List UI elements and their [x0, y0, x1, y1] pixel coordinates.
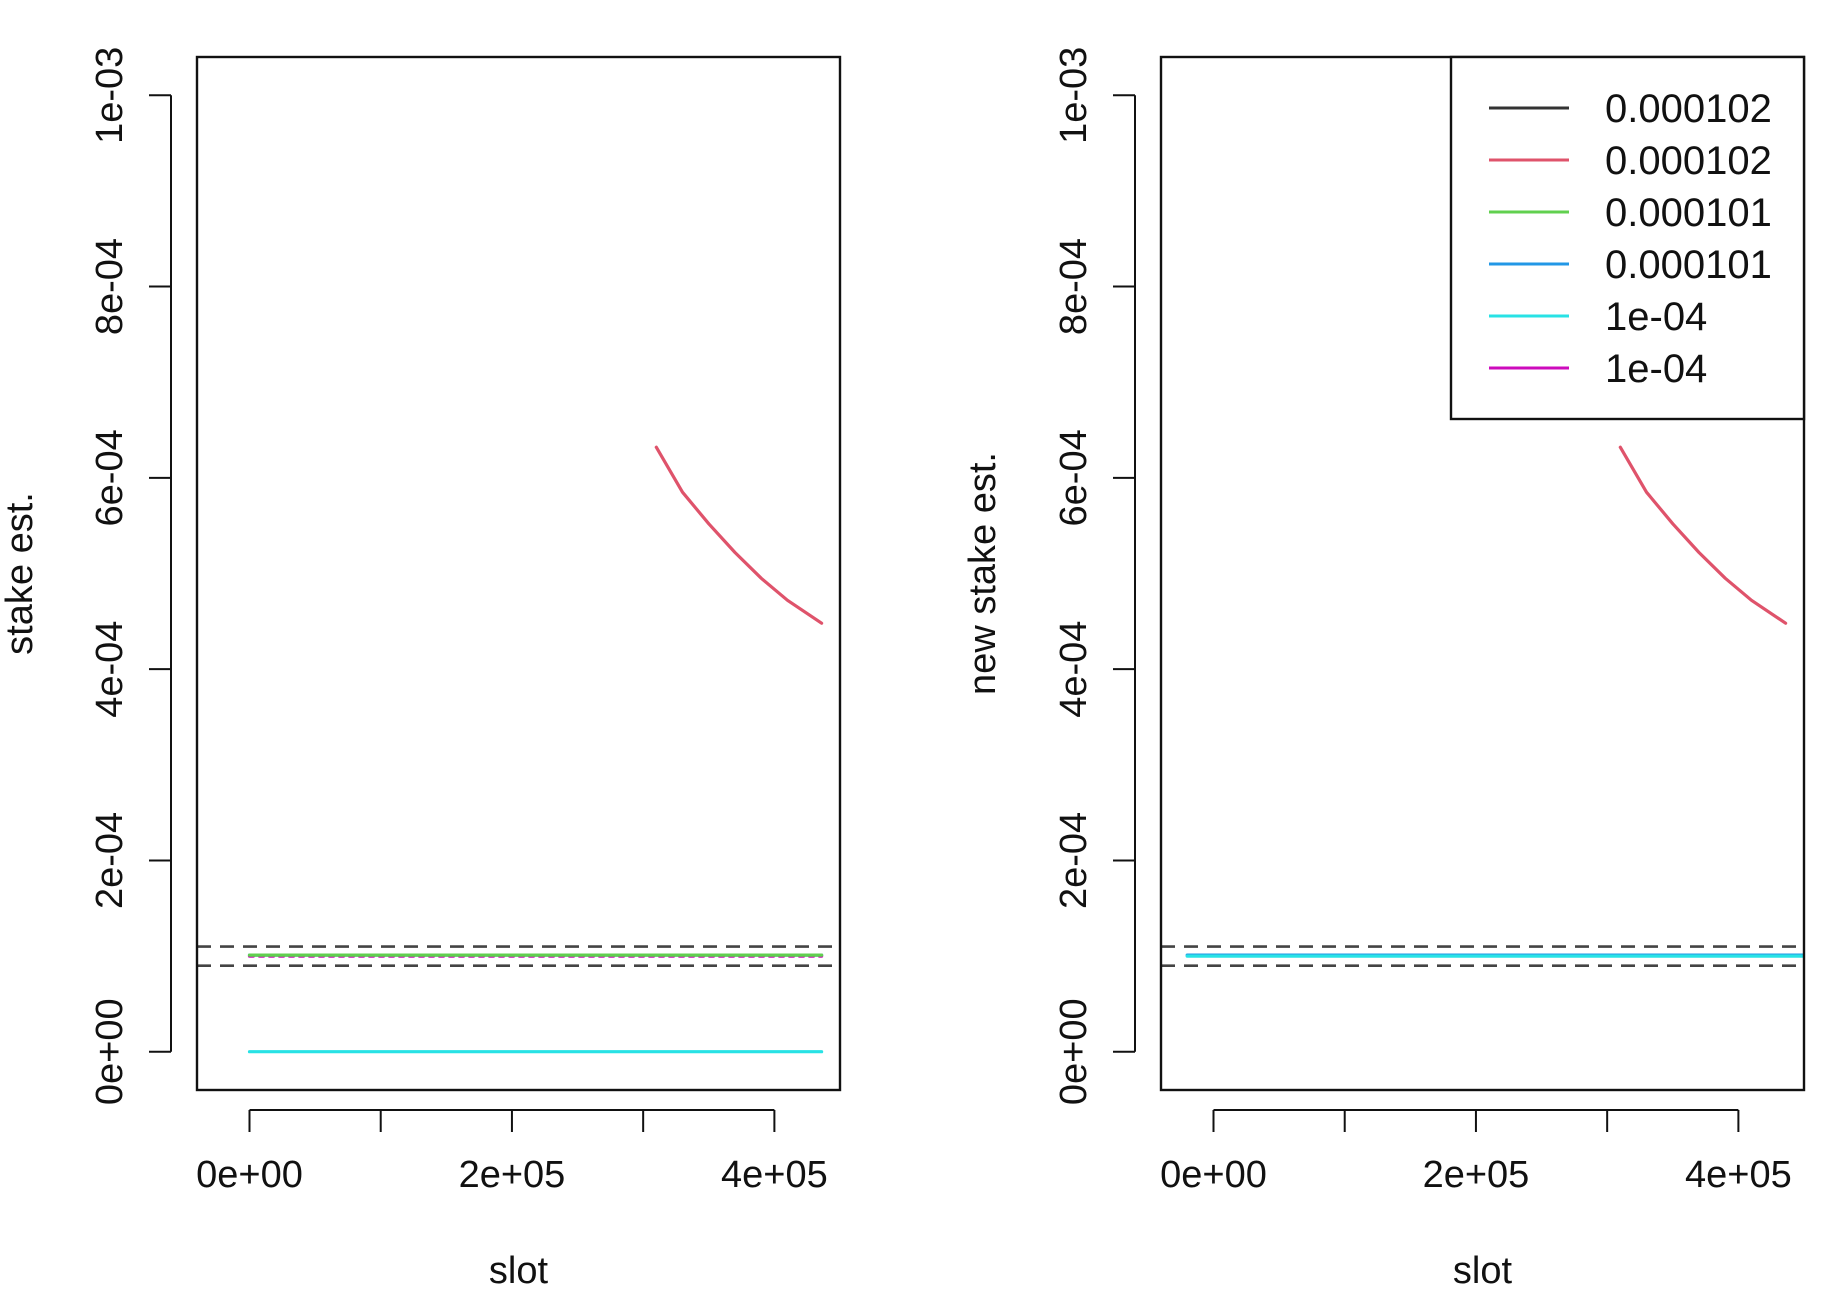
legend-label: 0.000102 [1605, 139, 1772, 183]
legend-label: 1e-04 [1605, 295, 1707, 339]
y-tick-label: 0e+00 [1053, 998, 1095, 1105]
y-tick-label: 1e-03 [89, 47, 131, 144]
y-axis-title: new stake est. [962, 452, 1004, 695]
right-panel: 0e+00 2e+05 4e+05 slot 0e+00 2e-04 4e-04 6e-04 8… [962, 47, 1806, 1292]
legend-box [1449, 55, 1806, 421]
left-panel: 0e+00 2e+05 4e+05 slot 0e+00 2e-04 4e-04 6e-04 8… [0, 47, 842, 1292]
x-tick-label: 2e+05 [1423, 1154, 1530, 1196]
legend: 0.000102 0.000102 0.000101 0.000101 1e-04 1e-… [1449, 55, 1806, 421]
x-tick-label: 2e+05 [459, 1154, 566, 1196]
y-tick-label: 8e-04 [89, 238, 131, 335]
legend-label: 1e-04 [1605, 347, 1707, 391]
y-tick-label: 0e+00 [89, 998, 131, 1105]
x-axis-title: slot [1453, 1250, 1513, 1292]
y-tick-label: 2e-04 [1053, 812, 1095, 909]
legend-label: 0.000101 [1605, 191, 1772, 235]
legend-label: 0.000102 [1605, 87, 1772, 131]
series-line-0 [654, 445, 824, 625]
y-tick-label: 6e-04 [1053, 429, 1095, 526]
plot-box [195, 55, 842, 1092]
x-tick-label: 4e+05 [1685, 1154, 1792, 1196]
series-line-0 [1618, 445, 1788, 625]
x-axis-title: slot [489, 1250, 549, 1292]
y-tick-label: 2e-04 [89, 812, 131, 909]
y-tick-label: 4e-04 [89, 621, 131, 718]
legend-label: 0.000101 [1605, 243, 1772, 287]
y-tick-label: 4e-04 [1053, 621, 1095, 718]
x-tick-label: 4e+05 [721, 1154, 828, 1196]
y-tick-label: 1e-03 [1053, 47, 1095, 144]
x-tick-label: 0e+00 [196, 1154, 303, 1196]
y-tick-label: 6e-04 [89, 429, 131, 526]
x-tick-label: 0e+00 [1160, 1154, 1267, 1196]
y-axis-title: stake est. [0, 492, 41, 655]
y-tick-label: 8e-04 [1053, 238, 1095, 335]
